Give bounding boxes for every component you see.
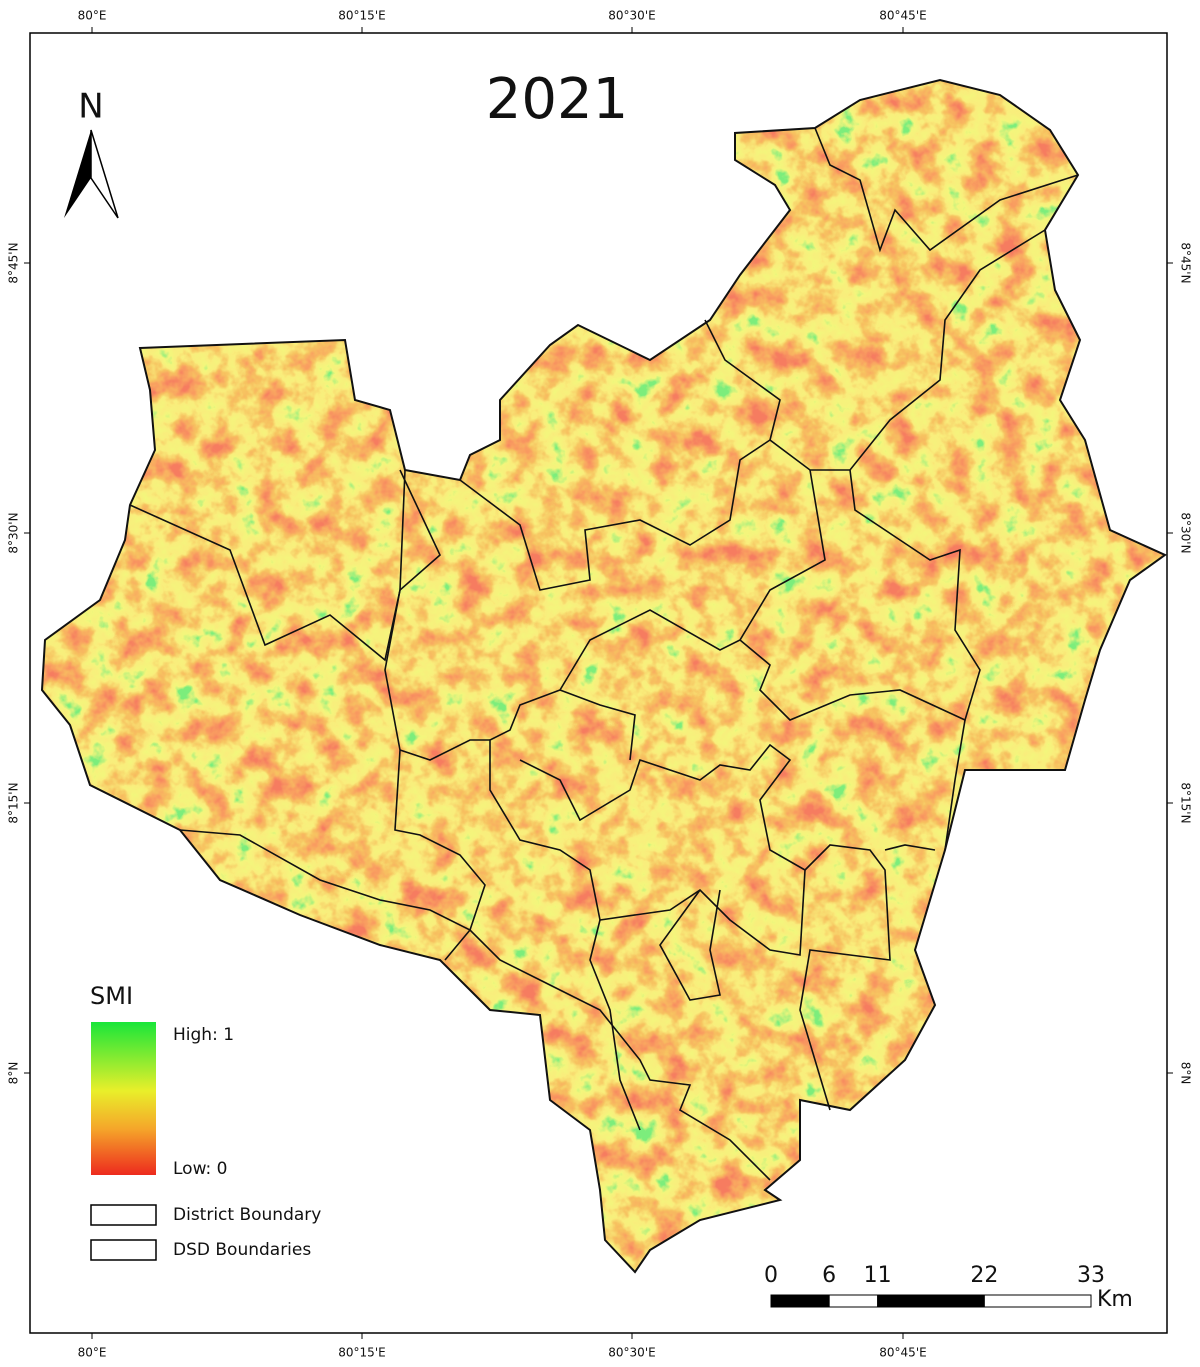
lon-label: 80°E — [78, 1346, 107, 1360]
legend-low: Low: 0 — [173, 1159, 228, 1179]
lon-label: 80°15'E — [338, 9, 385, 23]
lon-label: 80°30'E — [608, 9, 655, 23]
legend-swatch — [90, 1239, 157, 1261]
dsd-boundaries — [129, 127, 1079, 1181]
lat-label: 8°15'N — [7, 782, 21, 823]
legend-item: DSD Boundaries — [173, 1240, 311, 1260]
lat-label: 8°N — [1179, 1062, 1193, 1085]
map-title: 2021 — [486, 67, 629, 132]
legend-title: SMI — [90, 982, 133, 1010]
lat-label: 8°15'N — [1179, 782, 1193, 823]
scale-unit: Km — [1097, 1287, 1133, 1312]
lat-label: 8°45'N — [7, 242, 21, 283]
legend-swatch — [90, 1204, 157, 1226]
scale-label: 33 — [1077, 1263, 1105, 1288]
north-arrow-left — [64, 130, 91, 218]
legend-ramp — [91, 1022, 156, 1175]
scale-segment — [828, 1294, 879, 1308]
lon-label: 80°45'E — [879, 1346, 926, 1360]
scale-segment — [877, 1294, 985, 1308]
scale-label: 0 — [764, 1263, 778, 1288]
scale-segment — [983, 1294, 1092, 1308]
lon-label: 80°45'E — [879, 9, 926, 23]
district-boundary — [40, 78, 1167, 1274]
smi-raster — [42, 80, 1165, 1272]
lat-label: 8°30'N — [1179, 512, 1193, 553]
lon-label: 80°15'E — [338, 1346, 385, 1360]
scale-label: 22 — [970, 1263, 998, 1288]
map-frame — [29, 32, 1168, 1334]
scale-segment — [770, 1294, 830, 1308]
north-label: N — [78, 87, 103, 127]
lon-label: 80°E — [78, 9, 107, 23]
lat-label: 8°30'N — [7, 512, 21, 553]
lat-label: 8°45'N — [1179, 242, 1193, 283]
scale-label: 6 — [822, 1263, 836, 1288]
north-arrow-right — [90, 129, 119, 219]
lat-label: 8°N — [7, 1062, 21, 1085]
legend-high: High: 1 — [173, 1025, 234, 1045]
legend-item: District Boundary — [173, 1205, 321, 1225]
scale-label: 11 — [864, 1263, 892, 1288]
lon-label: 80°30'E — [608, 1346, 655, 1360]
